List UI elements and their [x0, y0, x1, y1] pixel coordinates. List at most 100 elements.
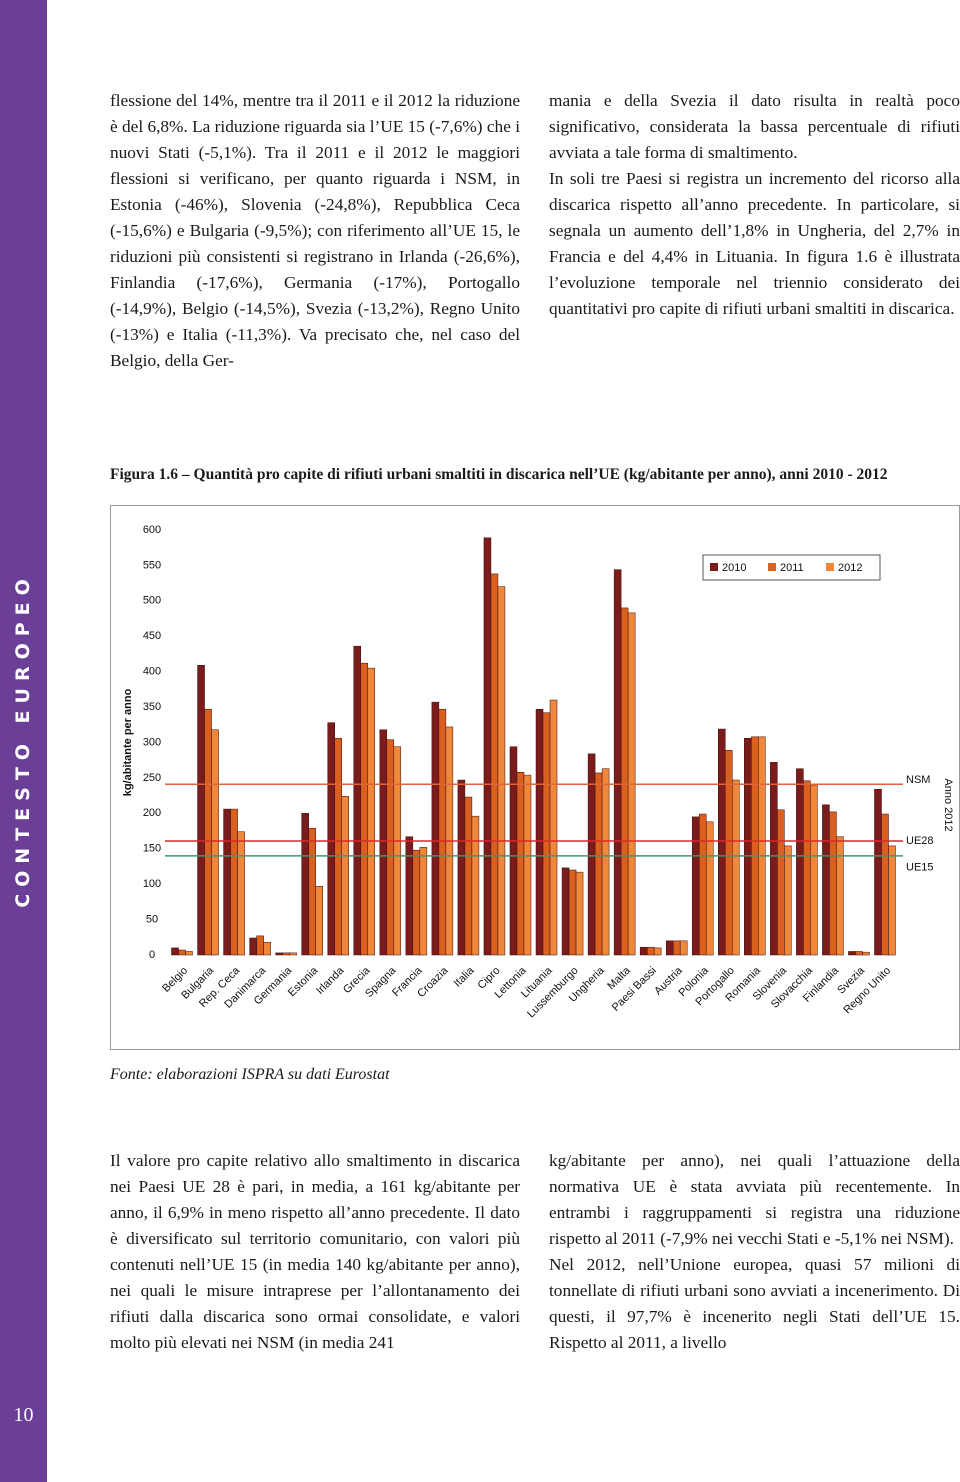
bar [665, 940, 674, 956]
y-tick-label: 150 [143, 843, 161, 855]
bar [438, 708, 447, 956]
paragraph: Nel 2012, nell’Unione europea, quasi 57 … [549, 1255, 960, 1352]
y-tick-label: 350 [143, 701, 161, 713]
y-tick-label: 300 [143, 736, 161, 748]
page-number: 10 [13, 1404, 34, 1426]
bar [256, 935, 264, 956]
text-column: kg/abitante per anno), nei quali l’attua… [549, 1148, 960, 1356]
bar [341, 796, 349, 956]
bar [327, 722, 335, 956]
bar [620, 607, 629, 956]
bar [197, 665, 205, 956]
bar [725, 750, 733, 956]
bar [549, 699, 558, 956]
bar [770, 762, 778, 956]
y-tick-label: 450 [143, 630, 161, 642]
bar [223, 808, 231, 956]
reference-label: UE15 [906, 862, 934, 874]
bar [751, 736, 759, 956]
legend-label: 2010 [722, 562, 746, 574]
bar [881, 813, 889, 956]
figure-caption: Figura 1.6 – Quantità pro capite di rifi… [110, 466, 888, 483]
text-column: mania e della Svezia il dato risulta in … [549, 88, 960, 322]
bar [646, 946, 655, 956]
bar [315, 886, 323, 956]
bar [594, 772, 603, 956]
y-tick-label: 50 [146, 913, 158, 925]
x-tick-label: Estonia [286, 964, 321, 999]
bar [705, 821, 714, 956]
bar [457, 779, 466, 956]
bar [185, 951, 193, 956]
bar [483, 537, 492, 956]
bar [289, 952, 297, 956]
bar [758, 736, 766, 956]
bar [691, 816, 700, 956]
bar [718, 728, 726, 956]
bar [405, 836, 414, 956]
bar [263, 942, 271, 956]
bar [698, 813, 707, 956]
bar [732, 779, 740, 956]
bar [601, 768, 610, 956]
reference-label: NSM [906, 774, 930, 786]
y-tick-label: 0 [149, 949, 155, 961]
bar [379, 729, 388, 956]
bar [679, 940, 688, 956]
bar [848, 951, 856, 956]
paragraph: kg/abitante per anno), nei quali l’attua… [549, 1151, 960, 1248]
bar [575, 871, 584, 956]
bar [509, 746, 518, 956]
annotation: Anno 2012 [942, 778, 954, 831]
bar [334, 738, 342, 956]
bar [204, 708, 212, 956]
bar [275, 952, 283, 956]
y-tick-label: 400 [143, 666, 161, 678]
bar [282, 952, 290, 956]
bar [237, 831, 245, 956]
y-axis-label: kg/abitante per anno [122, 688, 134, 796]
bar [230, 808, 238, 956]
section-title: CONTESTO EUROPEO [12, 572, 34, 908]
paragraph: In soli tre Paesi si registra un increme… [549, 169, 960, 318]
bar [211, 729, 219, 956]
bar [822, 804, 830, 956]
y-tick-label: 550 [143, 559, 161, 571]
paragraph: flessione del 14%, mentre tra il 2011 e … [110, 91, 520, 370]
bar [803, 780, 811, 956]
sidebar: CONTESTO EUROPEO 10 [0, 0, 47, 1482]
text-column: flessione del 14%, mentre tra il 2011 e … [110, 88, 520, 374]
bar [888, 845, 896, 956]
bar [796, 768, 804, 956]
chart: 0 50 100 150 200 250 300 350 400 450 500 550 600 kg/a… [110, 505, 960, 1050]
bar [523, 774, 532, 956]
y-tick-label: 250 [143, 772, 161, 784]
bar [412, 849, 421, 956]
bar [829, 811, 837, 956]
bar [653, 947, 662, 956]
bar [535, 708, 544, 956]
bar [874, 789, 882, 956]
bar [561, 867, 570, 956]
bar [367, 667, 376, 956]
legend-box [702, 554, 881, 581]
legend-label: 2011 [780, 562, 804, 574]
bar [784, 845, 792, 956]
bar [639, 946, 648, 956]
reference-label: UE28 [906, 835, 934, 847]
bar [568, 869, 577, 956]
legend-label: 2012 [838, 562, 862, 574]
bar [360, 662, 369, 956]
bar [490, 573, 499, 956]
bar [855, 951, 863, 956]
y-tick-label: 100 [143, 878, 161, 890]
bar [672, 940, 681, 956]
bar [497, 586, 506, 956]
legend-swatch [826, 563, 834, 571]
bar [431, 701, 440, 956]
text-column: Il valore pro capite relativo allo smalt… [110, 1148, 520, 1356]
bar [464, 796, 473, 956]
paragraph: Il valore pro capite relativo allo smalt… [110, 1151, 520, 1352]
bar [353, 645, 362, 956]
bar [171, 947, 179, 956]
